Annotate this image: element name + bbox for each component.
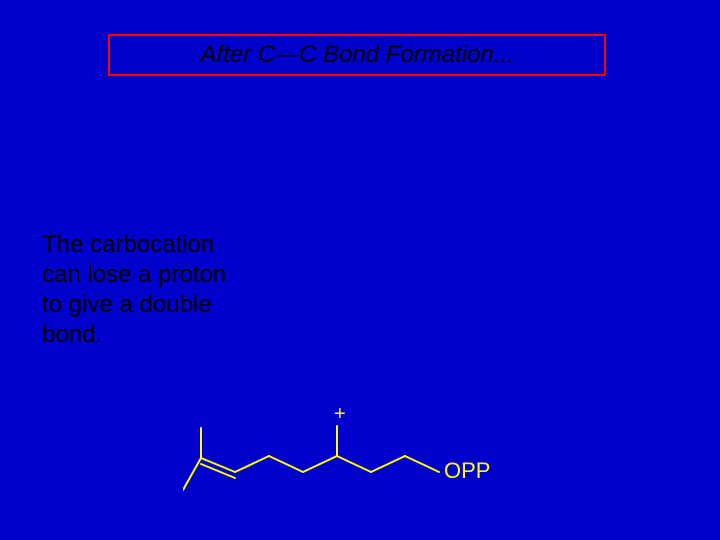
body-line-4: bond. [42, 320, 226, 350]
title-box: After C—C Bond Formation... [108, 34, 606, 76]
carbocation-plus: + [334, 403, 346, 426]
opp-label: OPP [444, 458, 490, 484]
molecule-diagram: + OPP [183, 400, 583, 520]
body-line-3: to give a double [42, 290, 226, 320]
title-text: After C—C Bond Formation... [200, 41, 513, 69]
body-line-2: can lose a proton [42, 260, 226, 290]
body-text-block: The carbocation can lose a proton to giv… [42, 230, 226, 350]
body-line-1: The carbocation [42, 230, 226, 260]
molecule-svg [183, 400, 583, 520]
